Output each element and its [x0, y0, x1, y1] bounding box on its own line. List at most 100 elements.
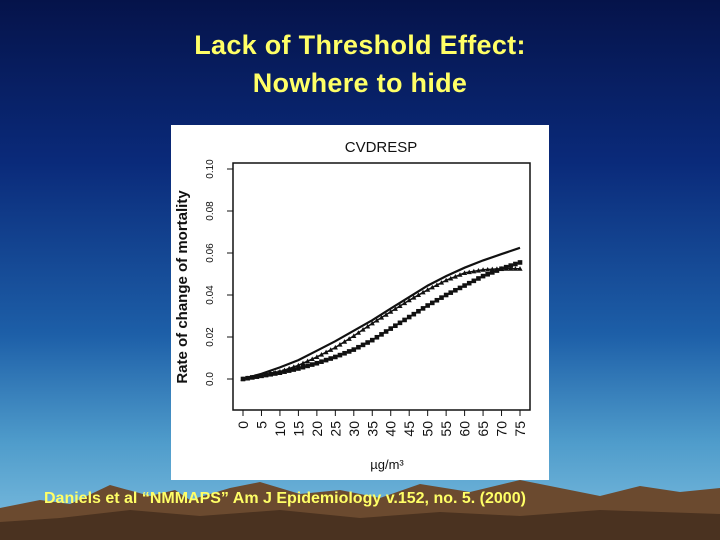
triangle-marker	[332, 344, 338, 350]
citation: Daniels et al “NMMAPS” Am J Epidemiology…	[44, 490, 526, 507]
triangle-marker	[411, 295, 417, 300]
square-marker	[402, 317, 407, 323]
triangle-marker	[341, 339, 348, 344]
square-marker	[420, 306, 426, 311]
plot-frame	[232, 162, 531, 411]
square-marker	[277, 370, 283, 375]
triangle-marker	[466, 269, 472, 275]
triangle-marker	[425, 287, 431, 292]
series-line-1	[242, 246, 521, 381]
square-marker	[388, 326, 394, 331]
triangle-marker	[512, 266, 518, 271]
triangle-marker	[452, 274, 458, 279]
triangle-marker	[318, 351, 325, 357]
square-marker	[328, 356, 334, 361]
y-tick-label: 0.04	[205, 285, 216, 305]
square-marker	[282, 369, 287, 374]
slide-title-line-2: Nowhere to hide	[252, 68, 468, 98]
square-marker	[319, 359, 324, 364]
triangle-marker	[346, 336, 352, 341]
chart-figure: CVDRESP Rate of change of mortality µg/m…	[171, 125, 549, 480]
square-marker	[249, 375, 255, 380]
triangle-marker	[355, 330, 362, 335]
square-marker	[490, 270, 495, 275]
square-marker	[453, 287, 458, 293]
square-marker	[439, 295, 444, 300]
x-tick-label: 45	[401, 421, 417, 437]
square-marker	[517, 260, 523, 265]
mountain-range-backdrop	[0, 480, 720, 540]
triangle-marker	[360, 327, 366, 332]
triangle-marker	[337, 342, 343, 347]
triangle-marker	[314, 354, 320, 359]
triangle-marker	[517, 266, 523, 271]
slide-title-line-1: Lack of Threshold Effect:	[194, 30, 526, 60]
square-marker	[494, 268, 500, 273]
square-marker	[263, 372, 269, 378]
triangle-marker	[351, 333, 357, 338]
triangle-marker	[378, 314, 385, 320]
triangle-marker	[309, 356, 315, 362]
square-marker	[365, 340, 370, 345]
x-tick-label: 50	[420, 421, 436, 437]
square-marker	[337, 352, 343, 358]
triangle-marker	[383, 312, 389, 317]
square-marker	[314, 360, 320, 366]
triangle-marker	[328, 347, 334, 352]
square-marker	[448, 290, 454, 295]
series-line-2	[242, 268, 520, 380]
triangle-marker	[392, 306, 398, 311]
y-tick-label: 0.08	[205, 201, 216, 221]
square-marker	[383, 329, 389, 334]
triangle-marker	[475, 267, 482, 273]
square-marker	[369, 337, 375, 343]
triangle-marker	[323, 349, 329, 355]
triangle-marker	[462, 270, 468, 275]
x-axis-ticks: 0 5 10 15 20 25 30 35 40 45 50 55 60 65 70 75	[235, 410, 528, 437]
triangle-marker	[480, 267, 486, 272]
square-marker	[379, 332, 384, 337]
square-marker	[471, 278, 477, 284]
triangle-marker	[397, 303, 403, 309]
triangle-marker	[457, 272, 463, 277]
square-marker	[425, 303, 430, 308]
square-marker	[406, 314, 412, 320]
x-tick-label: 15	[290, 421, 306, 437]
y-tick-label: 0.10	[205, 159, 216, 179]
x-axis-label: µg/m³	[370, 457, 404, 472]
triangle-marker	[420, 289, 426, 295]
y-tick-label: 0.0	[205, 372, 216, 386]
y-axis-label: Rate of change of mortality	[174, 190, 191, 384]
square-marker	[443, 292, 449, 298]
triangle-marker	[438, 280, 445, 285]
square-marker	[356, 344, 361, 350]
square-marker	[374, 334, 380, 340]
x-tick-label: 35	[364, 421, 380, 437]
x-tick-label: 60	[457, 421, 473, 437]
square-marker	[245, 375, 250, 381]
y-axis-ticks: 0.0 0.02 0.04 0.06 0.08 0.10	[205, 159, 233, 386]
y-tick-label: 0.02	[205, 327, 216, 347]
triangle-marker	[415, 292, 422, 297]
square-marker	[259, 373, 264, 379]
triangle-marker	[434, 282, 440, 288]
triangle-marker	[374, 317, 380, 323]
square-marker	[300, 364, 306, 370]
square-marker	[393, 323, 398, 329]
square-marker	[309, 362, 315, 367]
square-marker	[508, 263, 514, 268]
x-tick-label: 55	[438, 421, 454, 437]
square-marker	[429, 300, 435, 306]
triangle-marker	[471, 268, 477, 274]
triangle-marker	[508, 266, 514, 271]
triangle-marker	[305, 358, 311, 364]
square-marker	[466, 280, 472, 286]
square-marker	[342, 350, 347, 356]
square-marker	[397, 320, 403, 326]
square-marker	[360, 342, 366, 348]
square-marker	[434, 297, 440, 303]
square-marker	[333, 354, 338, 360]
chart-title: CVDRESP	[345, 139, 418, 156]
square-marker	[480, 273, 486, 279]
x-tick-label: 5	[253, 421, 269, 429]
